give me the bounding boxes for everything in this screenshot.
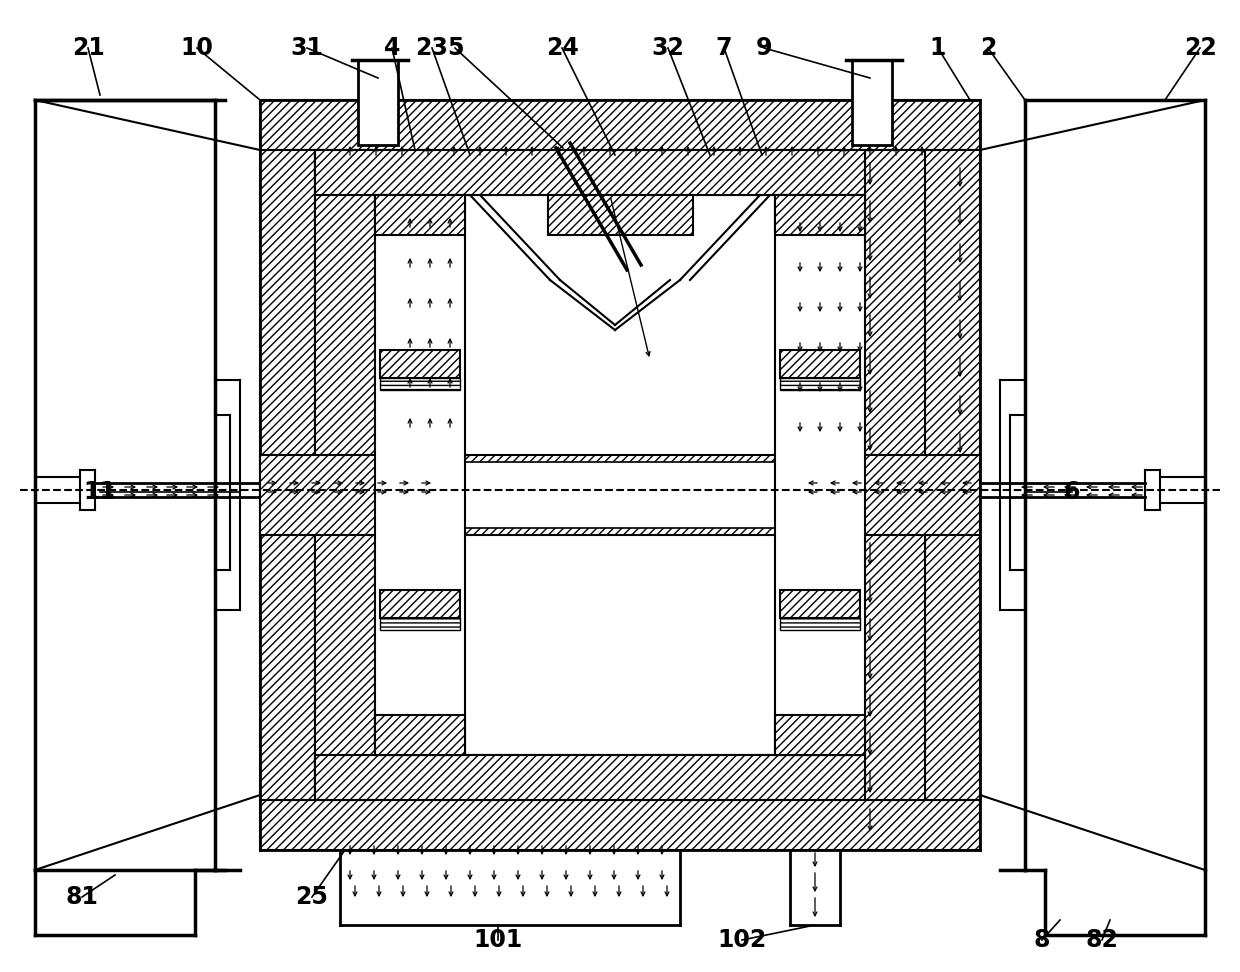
- Bar: [925, 150, 980, 800]
- Text: 81: 81: [66, 885, 98, 909]
- Bar: [435, 462, 810, 528]
- Text: 101: 101: [474, 928, 522, 952]
- Bar: [315, 150, 374, 800]
- Bar: [775, 715, 866, 755]
- Text: 31: 31: [290, 36, 324, 60]
- Text: 7: 7: [715, 36, 733, 60]
- Text: 4: 4: [384, 36, 401, 60]
- Bar: [260, 455, 435, 535]
- Text: 1: 1: [930, 36, 946, 60]
- Text: 8: 8: [1034, 928, 1050, 952]
- Bar: [780, 590, 861, 618]
- Text: 6: 6: [1064, 480, 1080, 504]
- Text: 102: 102: [718, 928, 766, 952]
- Bar: [315, 755, 866, 800]
- Bar: [780, 350, 861, 378]
- Bar: [780, 618, 861, 630]
- Bar: [379, 590, 460, 618]
- Bar: [379, 378, 460, 390]
- Bar: [260, 150, 315, 800]
- Text: 22: 22: [1184, 36, 1216, 60]
- Text: 25: 25: [295, 885, 329, 909]
- Bar: [374, 195, 465, 755]
- Bar: [358, 60, 398, 145]
- Bar: [260, 800, 980, 850]
- Text: 2: 2: [980, 36, 996, 60]
- Bar: [805, 455, 980, 535]
- Bar: [374, 715, 465, 755]
- Text: 10: 10: [181, 36, 213, 60]
- Bar: [260, 100, 980, 150]
- Text: 82: 82: [1085, 928, 1118, 952]
- Bar: [866, 150, 925, 800]
- Bar: [379, 350, 460, 378]
- Bar: [374, 455, 866, 535]
- Text: 11: 11: [83, 480, 117, 504]
- Text: 32: 32: [651, 36, 684, 60]
- Text: 5: 5: [446, 36, 464, 60]
- Bar: [852, 60, 892, 145]
- Bar: [780, 378, 861, 390]
- Bar: [379, 618, 460, 630]
- Bar: [548, 195, 693, 235]
- Text: 24: 24: [546, 36, 578, 60]
- Bar: [775, 195, 866, 755]
- Text: 21: 21: [72, 36, 104, 60]
- Bar: [315, 150, 866, 195]
- Bar: [374, 195, 465, 235]
- Bar: [775, 195, 866, 235]
- Text: 9: 9: [755, 36, 773, 60]
- Text: 23: 23: [415, 36, 449, 60]
